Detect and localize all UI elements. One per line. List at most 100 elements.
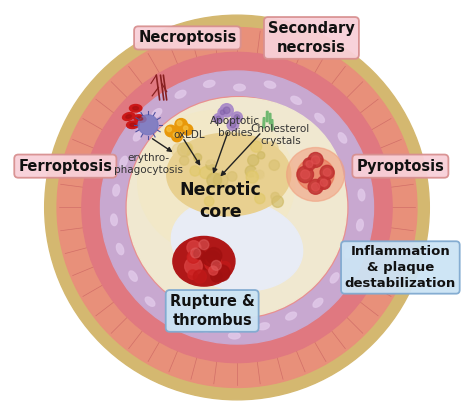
Circle shape	[258, 147, 272, 161]
Circle shape	[126, 97, 348, 318]
Circle shape	[100, 71, 374, 344]
Ellipse shape	[137, 117, 143, 120]
Circle shape	[264, 142, 278, 156]
Circle shape	[183, 126, 188, 130]
Text: Rupture &
thrombus: Rupture & thrombus	[170, 294, 255, 328]
Circle shape	[301, 170, 310, 179]
Ellipse shape	[286, 312, 297, 320]
Circle shape	[175, 119, 187, 131]
Circle shape	[82, 52, 392, 363]
Circle shape	[247, 155, 259, 166]
Circle shape	[230, 122, 236, 128]
Ellipse shape	[203, 81, 215, 87]
Ellipse shape	[291, 96, 301, 104]
Ellipse shape	[110, 214, 118, 226]
Text: Ferroptosis: Ferroptosis	[18, 159, 112, 173]
Circle shape	[177, 142, 191, 156]
Ellipse shape	[127, 121, 139, 129]
Ellipse shape	[173, 237, 235, 286]
Circle shape	[203, 254, 215, 265]
Circle shape	[251, 141, 262, 152]
Ellipse shape	[129, 105, 142, 112]
Text: Necrotic
core: Necrotic core	[180, 181, 261, 221]
Circle shape	[206, 160, 216, 170]
Circle shape	[204, 196, 214, 206]
Circle shape	[271, 192, 279, 201]
Circle shape	[177, 121, 182, 126]
Ellipse shape	[345, 247, 352, 258]
Text: Secondary
necrosis: Secondary necrosis	[268, 21, 355, 55]
Ellipse shape	[199, 325, 210, 332]
Circle shape	[320, 179, 328, 186]
Circle shape	[202, 251, 217, 266]
Circle shape	[206, 256, 216, 266]
Ellipse shape	[133, 107, 138, 110]
Ellipse shape	[175, 90, 186, 98]
Circle shape	[254, 168, 265, 179]
Circle shape	[191, 248, 201, 258]
Circle shape	[210, 152, 223, 164]
Circle shape	[167, 127, 172, 132]
Circle shape	[227, 119, 238, 131]
Ellipse shape	[171, 314, 181, 322]
Circle shape	[269, 160, 280, 171]
Circle shape	[311, 156, 319, 164]
Circle shape	[308, 152, 323, 167]
Circle shape	[188, 252, 200, 264]
Circle shape	[199, 255, 214, 269]
Ellipse shape	[126, 115, 131, 118]
Ellipse shape	[152, 109, 162, 117]
Ellipse shape	[167, 133, 291, 216]
Circle shape	[193, 270, 206, 283]
Circle shape	[207, 173, 222, 188]
Circle shape	[172, 131, 182, 142]
Circle shape	[204, 251, 220, 267]
Circle shape	[218, 108, 227, 117]
Circle shape	[227, 171, 237, 181]
Ellipse shape	[138, 110, 295, 255]
FancyArrow shape	[269, 113, 271, 124]
Circle shape	[213, 114, 223, 124]
FancyArrow shape	[266, 111, 268, 122]
Circle shape	[188, 270, 197, 279]
Circle shape	[200, 167, 212, 179]
Circle shape	[317, 176, 330, 189]
Circle shape	[234, 115, 240, 120]
Circle shape	[272, 196, 283, 208]
Circle shape	[220, 110, 225, 115]
Ellipse shape	[264, 81, 276, 88]
Ellipse shape	[258, 323, 269, 330]
FancyArrow shape	[271, 120, 273, 130]
Ellipse shape	[123, 112, 135, 120]
Circle shape	[198, 252, 211, 266]
Circle shape	[255, 170, 264, 179]
Ellipse shape	[330, 273, 339, 283]
Circle shape	[172, 143, 187, 158]
Circle shape	[257, 151, 265, 159]
Ellipse shape	[130, 123, 136, 127]
Ellipse shape	[129, 271, 137, 281]
Circle shape	[194, 248, 205, 259]
Circle shape	[182, 124, 193, 135]
Circle shape	[209, 266, 218, 275]
Text: Cholesterol
crystals: Cholesterol crystals	[251, 124, 310, 146]
Circle shape	[255, 193, 265, 204]
Circle shape	[323, 168, 331, 176]
Circle shape	[255, 174, 266, 185]
Circle shape	[165, 125, 177, 137]
Circle shape	[211, 271, 222, 282]
Circle shape	[311, 183, 319, 191]
Text: Inflammation
& plaque
destabilization: Inflammation & plaque destabilization	[345, 245, 456, 290]
Circle shape	[320, 165, 334, 179]
Text: Necroptosis: Necroptosis	[138, 30, 237, 45]
Circle shape	[306, 161, 313, 168]
Ellipse shape	[356, 219, 364, 231]
Circle shape	[211, 186, 225, 200]
Ellipse shape	[145, 297, 155, 306]
Circle shape	[214, 265, 230, 281]
Circle shape	[223, 107, 230, 114]
Ellipse shape	[120, 156, 128, 167]
Ellipse shape	[134, 115, 146, 122]
Ellipse shape	[287, 147, 345, 201]
Circle shape	[220, 261, 230, 272]
